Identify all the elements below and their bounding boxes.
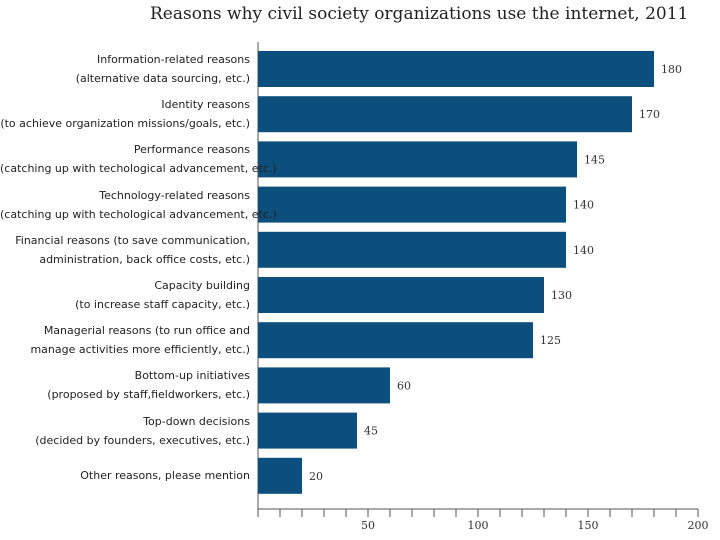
category-label-line: Bottom-up initiatives [134, 369, 250, 383]
category-label: Managerial reasons (to run office and man… [0, 321, 250, 359]
chart-title: Reasons why civil society organizations … [150, 4, 689, 24]
bar-value-label: 145 [584, 153, 605, 166]
x-tick-label: 150 [578, 519, 599, 532]
bar [258, 367, 390, 404]
category-label-line: (catching up with techological advanceme… [0, 207, 277, 221]
category-label-line: Top-down decisions [143, 414, 250, 428]
category-label: Technology-related reasons (catching up w… [0, 186, 277, 224]
bar [258, 51, 654, 87]
bar [258, 96, 632, 133]
category-label: Financial reasons (to save communication… [0, 231, 250, 269]
x-tick-label: 50 [361, 519, 375, 532]
category-label-line: Information-related reasons [96, 53, 250, 66]
bar [258, 412, 357, 449]
bar [258, 141, 577, 178]
bar-value-label: 180 [661, 63, 682, 76]
bar-value-label: 60 [397, 379, 411, 392]
bar-value-label: 170 [639, 108, 660, 121]
category-label-line: Other reasons, please mention [80, 469, 250, 483]
bar [258, 277, 544, 313]
bar [258, 322, 533, 359]
category-label: Performance reasons (catching up with tec… [0, 140, 277, 178]
bar [258, 231, 566, 268]
category-label: Top-down decisions (decided by founders, … [0, 412, 250, 450]
category-label: Capacity building (to increase staff capa… [0, 276, 250, 314]
category-label-line: (to increase staff capacity, etc.) [75, 298, 250, 311]
x-tick-label: 200 [688, 519, 709, 532]
category-label: Other reasons, please mention [0, 466, 250, 485]
category-label-line: (decided by founders, executives, etc.) [35, 433, 250, 447]
bar-value-label: 130 [551, 289, 572, 302]
category-label-line: Capacity building [154, 279, 250, 292]
category-label-line: Technology-related reasons [99, 188, 250, 202]
category-label: Identity reasons (to achieve organization… [0, 95, 250, 133]
category-label-line: administration, back office costs, etc.) [39, 252, 250, 266]
category-label-line: (catching up with techological advanceme… [0, 162, 277, 176]
bar-value-label: 140 [573, 199, 594, 212]
category-label-line: Performance reasons [133, 143, 250, 157]
category-label-line: Financial reasons (to save communication… [15, 233, 250, 247]
x-tick-label: 100 [468, 519, 489, 532]
category-label: Information-related reasons (alternative … [0, 50, 250, 88]
bar [258, 457, 302, 494]
bar-value-label: 125 [540, 334, 561, 347]
bar-value-label: 20 [309, 470, 323, 483]
category-label-line: Identity reasons [161, 98, 250, 112]
category-label-line: (to achieve organization missions/goals,… [0, 117, 250, 131]
category-label: Bottom-up initiatives (proposed by staff,… [0, 366, 250, 404]
bar-value-label: 45 [364, 425, 378, 438]
category-label-line: Managerial reasons (to run office and [43, 324, 250, 338]
category-label-line: manage activities more efficiently, etc.… [30, 343, 250, 357]
bar-value-label: 140 [573, 244, 594, 257]
category-label-line: (proposed by staff,fieldworkers, etc.) [47, 388, 250, 402]
category-label-line: (alternative data sourcing, etc.) [75, 72, 250, 85]
bar [258, 186, 566, 223]
